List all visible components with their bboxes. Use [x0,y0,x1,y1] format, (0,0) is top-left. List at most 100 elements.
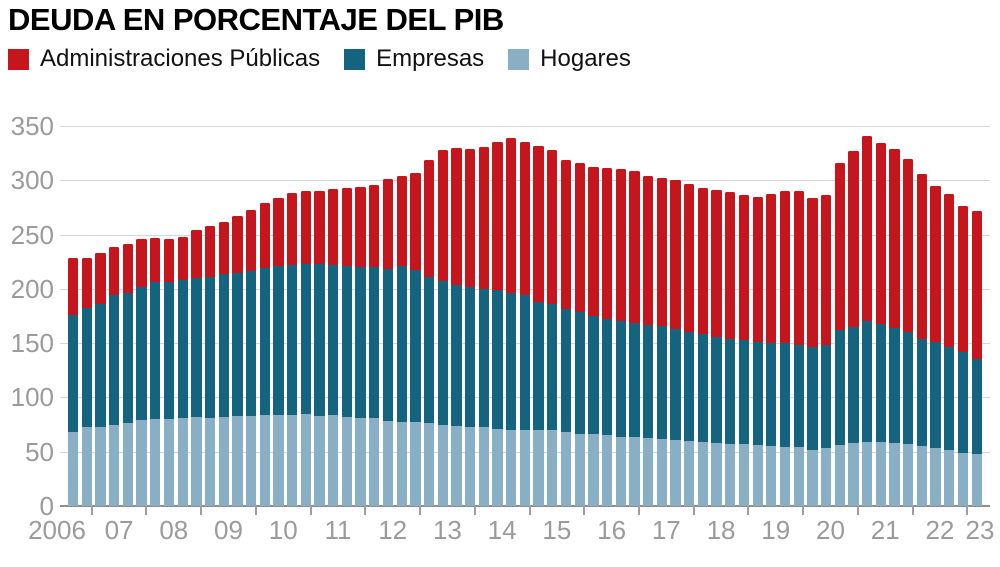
bar-segment-empresas [150,282,161,420]
x-axis-tick-9 [583,506,586,515]
bar-2021-T3 [889,148,900,506]
bar-segment-empresas [204,276,216,419]
bar-segment-hogares [163,419,175,506]
bar-segment-empresas [820,345,832,449]
bar-segment-administraciones-publicas [68,258,79,315]
bar-segment-hogares [957,452,969,506]
x-axis-tick-0 [90,506,93,515]
bar-2012-T2 [382,179,394,506]
bar-segment-empresas [615,321,626,437]
bar-segment-hogares [889,443,900,506]
bar-segment-empresas [122,293,134,424]
bar-2021-T4 [903,158,914,506]
x-axis-tick-2 [200,506,203,515]
bar-segment-hogares [642,437,654,506]
bar-2023-T1 [971,210,982,506]
bar-segment-administraciones-publicas [259,203,270,269]
bar-segment-administraciones-publicas [451,147,462,285]
bar-segment-administraciones-publicas [287,193,298,265]
bar-2007-T3 [122,244,134,506]
x-axis-tick-6 [419,506,422,515]
bar-2020-T1 [807,197,818,506]
bar-segment-hogares [875,441,886,506]
bar-segment-hogares [519,429,531,506]
bar-segment-empresas [834,330,845,446]
bar-2009-T2 [218,221,229,506]
bar-segment-empresas [218,273,229,417]
bar-2021-T1 [862,135,873,506]
bar-segment-administraciones-publicas [204,225,216,277]
y-axis-label-350: 350 [10,111,54,141]
bar-2009-T4 [245,209,257,506]
x-axis-tick-5 [364,506,367,515]
bar-2022-T3 [944,194,955,506]
bar-segment-hogares [601,435,613,506]
bar-segment-hogares [204,418,216,506]
bar-segment-hogares [506,429,517,506]
bar-segment-administraciones-publicas [642,175,654,325]
bar-segment-hogares [779,447,791,506]
bar-segment-administraciones-publicas [779,191,791,344]
x-axis-tick-15 [911,506,914,515]
x-axis-label-2006: 2006 [28,515,86,545]
bar-2014-T2 [492,142,503,506]
legend-swatch-hogares-icon [508,48,530,70]
bar-segment-hogares [848,443,859,506]
x-axis-label-19: 19 [761,515,791,545]
bar-segment-administraciones-publicas [109,246,120,296]
bar-segment-empresas [95,304,106,427]
bar-segment-hogares [410,422,421,506]
x-axis-tick-10 [638,506,640,515]
bar-segment-administraciones-publicas [889,148,900,328]
bar-segment-empresas [300,263,312,414]
bar-segment-hogares [588,434,599,506]
bar-segment-hogares [697,441,709,506]
bar-segment-empresas [807,347,818,450]
x-axis-label-12: 12 [378,515,408,545]
bar-segment-hogares [684,440,695,506]
bar-segment-administraciones-publicas [807,197,818,348]
bar-segment-empresas [492,289,503,429]
bar-2016-T4 [629,170,640,506]
bar-segment-administraciones-publicas [519,142,531,296]
bar-segment-administraciones-publicas [533,145,544,302]
bar-2020-T4 [848,150,859,506]
x-axis-label-16: 16 [597,515,627,545]
bar-segment-administraciones-publicas [437,149,448,282]
bar-segment-hogares [944,449,955,506]
bar-segment-hogares [355,418,366,506]
bar-segment-hogares [807,449,818,506]
bar-segment-administraciones-publicas [547,149,558,305]
bar-2013-T2 [437,149,448,506]
bar-2009-T3 [232,216,243,506]
bar-segment-hogares [451,425,462,506]
bar-segment-empresas [560,309,572,433]
y-axis-label-250: 250 [10,219,54,250]
y-axis-label-300: 300 [10,165,54,196]
bar-segment-empresas [177,280,188,419]
bar-segment-administraciones-publicas [656,178,667,326]
bar-segment-empresas [574,311,585,435]
x-axis-tick-3 [254,506,257,515]
bar-segment-administraciones-publicas [328,188,339,265]
bar-segment-administraciones-publicas [615,169,626,322]
bar-segment-empresas [341,266,353,417]
bar-segment-empresas [916,338,928,447]
x-axis-label-17: 17 [651,515,681,545]
bar-segment-empresas [355,267,366,419]
bar-segment-administraciones-publicas [191,230,202,278]
bar-segment-hogares [492,428,503,506]
bar-segment-empresas [451,284,462,426]
bar-2010-T1 [259,203,270,506]
bar-segment-empresas [259,268,270,415]
bar-segment-empresas [163,282,175,420]
bar-segment-empresas [875,323,886,442]
bar-segment-administraciones-publicas [944,194,955,348]
bar-segment-administraciones-publicas [903,158,914,333]
bar-2017-T4 [684,183,695,506]
bar-2018-T2 [711,190,722,506]
bar-segment-empresas [533,301,544,430]
bar-segment-empresas [601,319,613,436]
bar-2006-T4 [81,258,92,506]
bar-2020-T2 [820,195,832,506]
